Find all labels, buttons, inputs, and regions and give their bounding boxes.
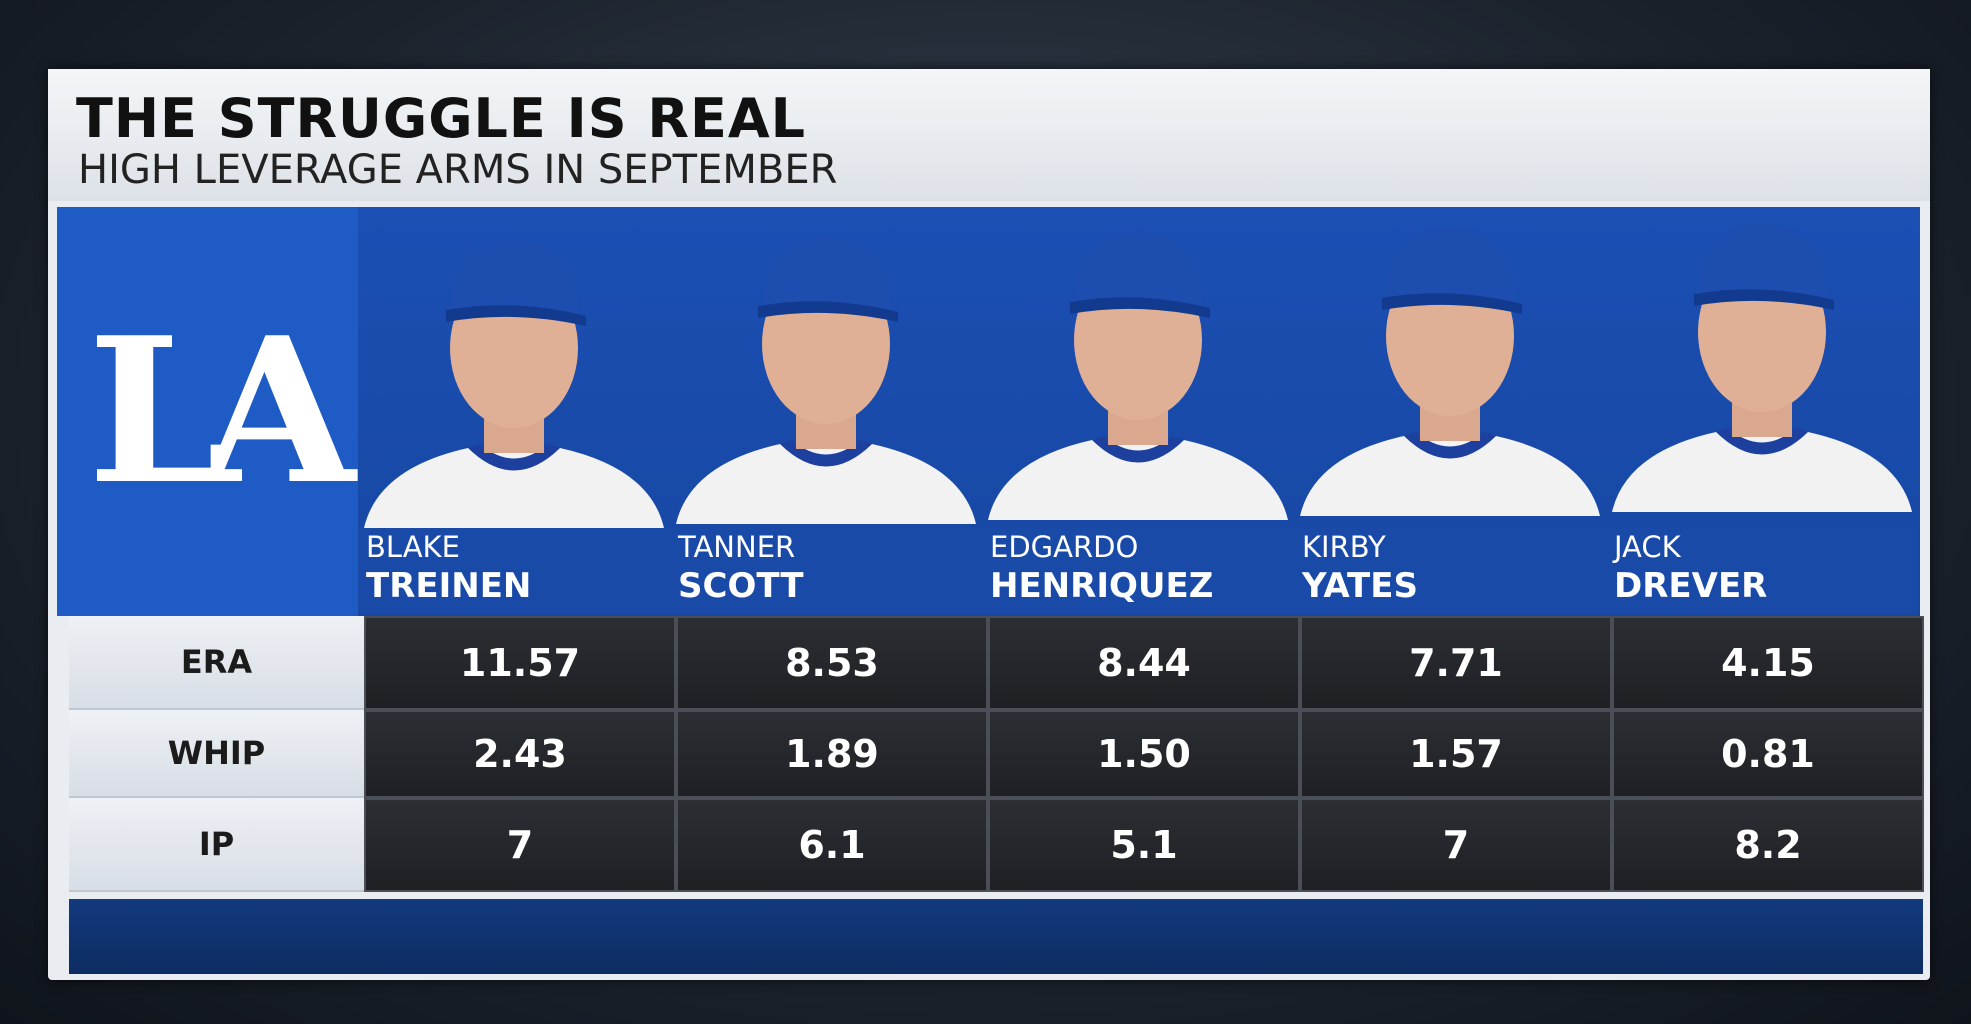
- stat-cell: 8.53: [676, 616, 988, 710]
- player-first-name: TANNER: [678, 530, 796, 564]
- player-last-name: YATES: [1302, 566, 1418, 606]
- player-last-name: DREVER: [1614, 566, 1768, 606]
- row-label: ERA: [69, 616, 364, 710]
- stat-cell: 8.44: [988, 616, 1300, 710]
- stat-cell: 4.15: [1612, 616, 1924, 710]
- header: THE STRUGGLE IS REAL HIGH LEVERAGE ARMS …: [48, 69, 1930, 201]
- stat-cell: 0.81: [1612, 710, 1924, 798]
- stat-cell: 6.1: [676, 798, 988, 892]
- row-label: IP: [69, 798, 364, 892]
- player-first-name: JACK: [1614, 530, 1681, 564]
- player-first-name: KIRBY: [1302, 530, 1386, 564]
- stat-cell: 2.43: [364, 710, 676, 798]
- player-first-name: EDGARDO: [990, 530, 1139, 564]
- logo-column: LA: [57, 207, 358, 616]
- headshot: ​: [1300, 228, 1600, 516]
- stat-cell: 1.50: [988, 710, 1300, 798]
- stat-cell: 5.1: [988, 798, 1300, 892]
- stat-cell: 7: [1300, 798, 1612, 892]
- bottom-band: [69, 899, 1923, 974]
- headshot: ​: [988, 232, 1288, 520]
- row-label: WHIP: [69, 710, 364, 798]
- stat-cell: 7: [364, 798, 676, 892]
- stat-cell: 8.2: [1612, 798, 1924, 892]
- headshot: ​: [676, 236, 976, 524]
- player-last-name: HENRIQUEZ: [990, 566, 1214, 606]
- subtitle: HIGH LEVERAGE ARMS IN SEPTEMBER: [78, 147, 838, 193]
- headshot: ​: [364, 240, 664, 528]
- stat-cell: 11.57: [364, 616, 676, 710]
- stat-cell: 1.89: [676, 710, 988, 798]
- name-strip: [358, 528, 1917, 613]
- player-last-name: SCOTT: [678, 566, 804, 606]
- team-logo: LA: [87, 294, 356, 529]
- player-first-name: BLAKE: [366, 530, 460, 564]
- headshot: ​: [1612, 224, 1912, 512]
- player-last-name: TREINEN: [366, 566, 532, 606]
- title: THE STRUGGLE IS REAL: [76, 87, 807, 150]
- stat-cell: 7.71: [1300, 616, 1612, 710]
- stat-cell: 1.57: [1300, 710, 1612, 798]
